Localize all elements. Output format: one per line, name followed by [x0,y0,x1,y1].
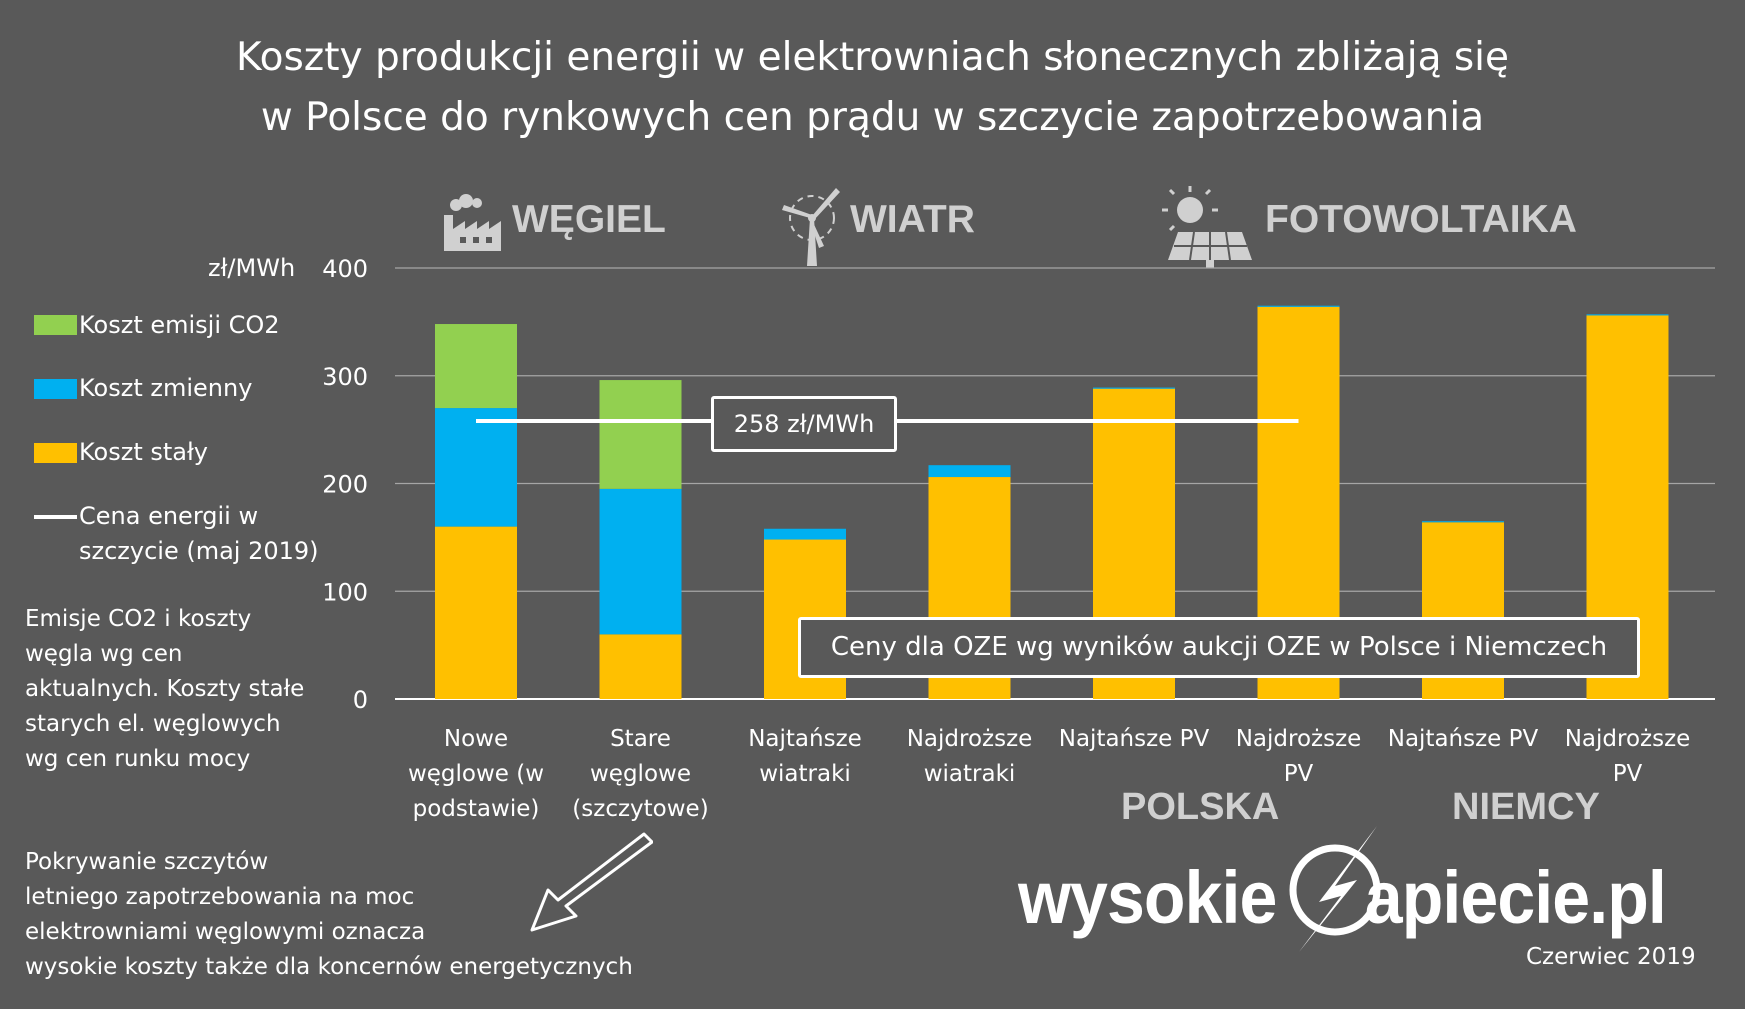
bar-segment [599,634,682,699]
country-germany: NIEMCY [1452,786,1600,828]
side-note-line: wg cen runku mocy [25,746,251,772]
x-tick-label: wiatraki [759,761,851,787]
unit-label: zł/MWh [208,254,296,282]
bottom-note-line: wysokie koszty także dla koncernów energ… [25,954,633,980]
x-tick-label: Stare [610,726,671,752]
y-tick-label: 200 [322,471,368,499]
y-tick-label: 400 [322,255,368,283]
side-note-line: węgla wg cen [25,641,183,667]
bar-segment [1586,314,1669,316]
bar-segment [928,465,1011,478]
country-poland: POLSKA [1121,786,1280,828]
lightning-icon [1289,826,1381,952]
brand-right: apiecie.pl [1364,856,1667,939]
header-coal: WĘGIEL [512,198,666,241]
legend-label-variable: Koszt zmienny [79,374,253,402]
bar-segment [435,408,517,527]
x-tick-label: PV [1284,761,1314,787]
arrow-icon [530,832,653,932]
bar-segment [764,528,846,540]
legend-label-price-1: Cena energii w [79,502,259,530]
bar-segment [1257,305,1340,307]
legend-label-fixed: Koszt stały [79,438,209,466]
bottom-note: Pokrywanie szczytów letniego zapotrzebow… [25,845,633,985]
x-tick-label: PV [1613,761,1643,787]
x-tick-label: Najtańsze PV [1388,726,1539,752]
legend-label-co2: Koszt emisji CO2 [79,311,280,339]
bottom-note-line: letniego zapotrzebowania na moc [25,884,415,910]
x-tick-label: Najtańsze PV [1059,726,1210,752]
side-note-line: starych el. węglowych [25,711,281,737]
factory-icon [444,194,501,251]
bar-segment [599,380,682,489]
x-tick-label: węglowe [590,761,691,787]
brand-logo: wysokie apiecie.pl [1018,855,1667,940]
oze-note-box: Ceny dla OZE wg wyników aukcji OZE w Pol… [798,617,1640,678]
wind-turbine-icon [782,188,840,266]
bottom-note-line: Pokrywanie szczytów [25,849,269,875]
y-tick-labels: 0 100 200 300 400 [322,255,368,714]
x-tick-label: (szczytowe) [572,796,708,822]
x-tick-label: Najtańsze [748,726,862,752]
y-tick-label: 300 [322,363,368,391]
bar-segment [1093,387,1175,389]
y-tick-label: 0 [353,686,368,714]
legend-swatch-price-line [34,515,77,519]
date-label: Czerwiec 2019 [1526,944,1696,970]
x-tick-label: Najdroższe [1565,726,1691,752]
bar-segment [435,526,517,699]
header-wind: WIATR [850,198,975,241]
x-tick-label: Nowe [444,726,508,752]
chart-title: Koszty produkcji energii w elektrowniach… [0,28,1745,148]
bar-segment [599,488,682,635]
header-pv: FOTOWOLTAIKA [1265,198,1577,241]
title-line-2: w Polsce do rynkowych cen prądu w szczyc… [260,95,1485,140]
side-note-line: aktualnych. Koszty stałe [25,676,305,702]
x-tick-label: Najdroższe [907,726,1033,752]
side-note: Emisje CO2 i koszty węgla wg cen aktualn… [25,602,304,777]
price-line-label: 258 zł/MWh [711,396,897,452]
x-tick-label: węglowe (w [408,761,544,787]
title-line-1: Koszty produkcji energii w elektrowniach… [235,35,1510,80]
y-tick-label: 100 [322,578,368,606]
legend-label-price-2: szczycie (maj 2019) [79,537,319,565]
x-tick-labels: Nowe węglowe (w podstawie) Stare węglowe (szc… [408,726,1690,822]
legend-swatch-co2 [34,315,77,335]
bar-segment [435,324,517,409]
x-tick-label: wiatraki [924,761,1016,787]
solar-panel-icon [1162,186,1252,268]
x-tick-label: Najdroższe [1236,726,1362,752]
legend-swatch-fixed [34,443,77,463]
legend-swatch-variable [34,379,77,399]
brand-left: wysokie [1018,856,1277,939]
bottom-note-line: elektrowniami węglowymi oznacza [25,919,426,945]
x-tick-label: podstawie) [413,796,540,822]
bar-segment [1422,521,1504,523]
side-note-line: Emisje CO2 i koszty [25,606,252,632]
